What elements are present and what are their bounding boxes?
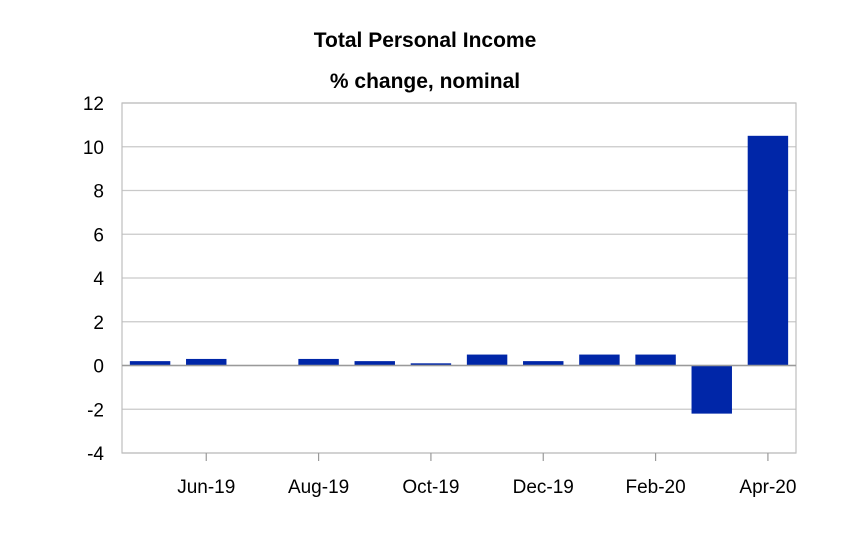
y-tick-label: 6 <box>93 225 104 246</box>
y-tick-label: 10 <box>83 138 104 159</box>
bar-apr-20 <box>748 136 788 366</box>
bar-aug-19 <box>298 359 338 366</box>
x-tick-label: Apr-20 <box>739 477 796 498</box>
y-tick-label: -2 <box>87 400 104 421</box>
y-tick-label: 8 <box>93 182 104 203</box>
y-tick-label: 4 <box>93 269 104 290</box>
chart-title: Total Personal Income <box>314 29 537 52</box>
x-tick-label: Dec-19 <box>513 477 574 498</box>
x-tick-label: Oct-19 <box>402 477 459 498</box>
bar-jan-20 <box>579 355 619 366</box>
y-tick-label: -4 <box>87 444 104 465</box>
y-tick-label: 0 <box>93 357 104 378</box>
chart-subtitle: % change, nominal <box>330 70 520 93</box>
axes: -4 -2 0 2 4 6 8 10 12 Jun-19 Aug-19 Oct-19 Dec-19 Feb… <box>83 94 797 498</box>
bar-feb-20 <box>635 355 675 366</box>
x-tick-label: Aug-19 <box>288 477 349 498</box>
x-tick-label: Jun-19 <box>177 477 235 498</box>
bars <box>130 136 788 414</box>
x-tick-label: Feb-20 <box>625 477 685 498</box>
bar-jun-19 <box>186 359 226 366</box>
y-tick-label: 12 <box>83 94 104 115</box>
bar-mar-20 <box>692 366 732 414</box>
bar-nov-19 <box>467 355 507 366</box>
y-tick-label: 2 <box>93 313 104 334</box>
